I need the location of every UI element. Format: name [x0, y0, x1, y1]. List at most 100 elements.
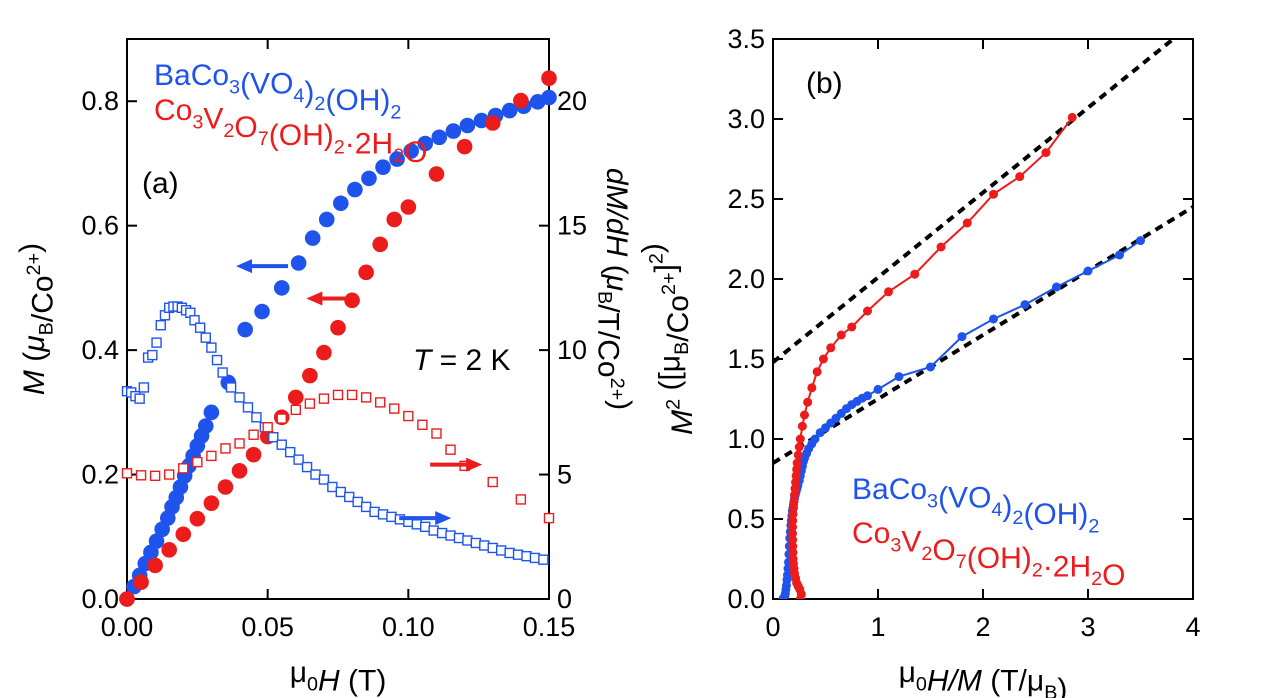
axis-arrow-head [466, 457, 483, 472]
data-point-square [538, 554, 549, 565]
y-left-tick-label: 0.2 [81, 460, 119, 490]
data-point [541, 89, 557, 106]
data-point-square [284, 446, 296, 458]
data-point [863, 391, 872, 401]
y-tick-label: 1.5 [727, 344, 765, 374]
data-point-square [178, 463, 189, 474]
y-tick-label: 2.5 [727, 184, 765, 214]
data-point [133, 574, 149, 590]
data-point [375, 159, 391, 175]
data-point [989, 314, 998, 324]
data-point-square [318, 474, 330, 485]
data-point [290, 255, 307, 271]
data-point-square [515, 494, 527, 505]
data-point-square [225, 382, 237, 393]
x-tick-label: 0 [765, 612, 780, 642]
y-left-tick-label: 0.0 [81, 584, 119, 614]
data-point-square [163, 469, 175, 480]
legend-entry: Co3V2O7(OH)2·2H2O [154, 94, 427, 169]
data-point-square [360, 392, 372, 403]
data-point [807, 383, 817, 393]
data-point-square [344, 491, 355, 503]
data-point-square [386, 511, 397, 523]
data-point-square [149, 470, 161, 481]
y-tick-label: 2.0 [727, 264, 765, 294]
data-point [372, 236, 389, 253]
data-point [803, 397, 813, 407]
data-point [926, 362, 935, 372]
data-point-square [147, 349, 158, 361]
data-point [361, 170, 377, 187]
x-tick-label: 4 [1185, 612, 1200, 642]
data-point-square [369, 506, 380, 518]
data-point [812, 367, 822, 377]
y-left-tick-label: 0.8 [81, 86, 119, 116]
data-point [795, 434, 805, 444]
data-point [217, 479, 234, 495]
x-axis-label: μ0H/M (T/μB) [899, 656, 1068, 698]
data-point [873, 384, 883, 394]
data-point-square [200, 332, 211, 343]
y-right-tick-label: 20 [557, 86, 587, 116]
data-point-square [445, 444, 456, 455]
y-left-tick-label: 0.6 [81, 211, 119, 241]
data-point [302, 367, 318, 384]
y-axis-right-label: dM/dH (μB/T/Co2+) [592, 168, 638, 410]
data-point [863, 306, 872, 316]
y-right-tick-label: 15 [557, 211, 587, 241]
data-point [847, 322, 857, 332]
data-point [797, 421, 807, 431]
panel-a-chart: 0.00 0.05 0.10 0.15 0.0 0.2 0.4 0.6 0.8 0 5 10 15 20 B… [14, 38, 638, 697]
data-point-square [529, 552, 541, 564]
data-point-square [189, 315, 200, 326]
data-point [936, 242, 946, 252]
data-point [386, 211, 403, 228]
data-point-square [217, 367, 228, 378]
data-point-square [121, 468, 133, 479]
data-point-square [389, 403, 400, 414]
legend-entry: Co3V2O7(OH)2·2H2O [852, 517, 1125, 592]
data-point [1052, 282, 1061, 292]
x-tick-label: 0.10 [382, 612, 435, 642]
data-point-square [487, 542, 498, 554]
data-point [836, 330, 846, 340]
data-point-square [462, 535, 473, 546]
data-point-square [403, 410, 414, 422]
data-point-square [276, 439, 287, 450]
data-point [793, 450, 803, 460]
data-point [501, 102, 518, 119]
data-point [456, 138, 473, 155]
data-point [800, 410, 809, 420]
legend-entry: BaCo3(VO4)2(OH)2 [154, 59, 401, 124]
data-point [428, 166, 445, 182]
x-axis-label: μ0H (T) [290, 656, 387, 697]
data-point-square [411, 519, 422, 530]
y-tick-label: 0.5 [727, 504, 765, 534]
data-point [330, 319, 346, 336]
plot-frame [126, 38, 550, 600]
x-tick-label: 0.15 [523, 612, 576, 642]
data-point-square [360, 501, 372, 513]
data-point-square [495, 545, 507, 556]
data-point-square [352, 496, 363, 508]
data-point-square [301, 461, 313, 473]
data-point [203, 404, 220, 421]
data-point [203, 495, 220, 511]
data-point-square [375, 397, 386, 408]
y-tick-label: 3.5 [727, 24, 765, 54]
data-point [794, 442, 804, 452]
y-axis-label: M2 ([μB/Co2+]2) [637, 243, 699, 435]
data-point [962, 218, 972, 228]
data-point-square [512, 549, 524, 560]
data-point [1041, 148, 1051, 158]
data-point-square [445, 530, 456, 541]
data-point [445, 123, 462, 139]
y-tick-label: 0.0 [727, 584, 765, 614]
axis-arrow-head [306, 291, 323, 306]
data-point-square [310, 469, 321, 480]
data-point [788, 535, 798, 545]
data-point [400, 199, 417, 215]
data-point-square [248, 429, 259, 440]
data-point-square [206, 342, 217, 353]
data-point [161, 542, 177, 558]
